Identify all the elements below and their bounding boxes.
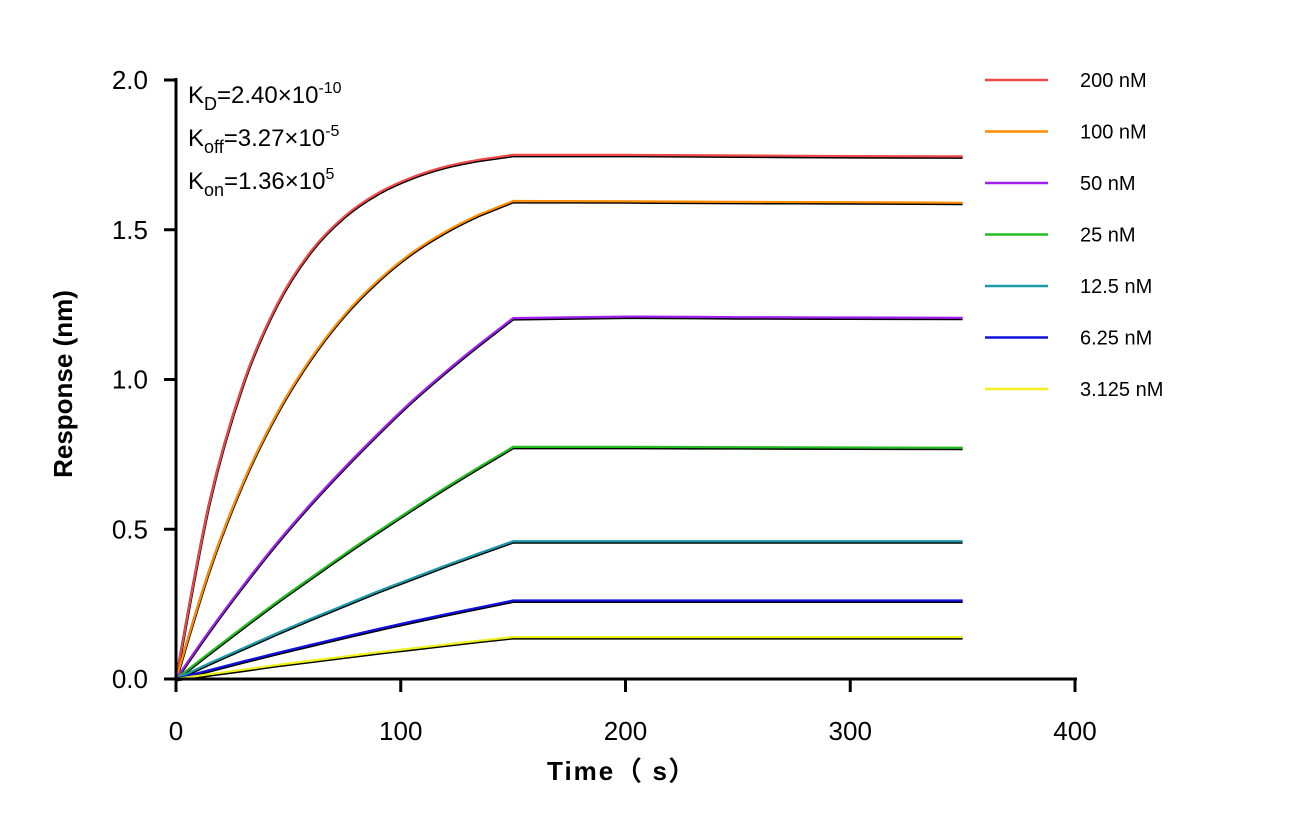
fit-curve	[175, 446, 963, 682]
legend-item: 50 nM	[985, 173, 1136, 195]
kinetic-constant: Kon=1.36×105	[188, 166, 334, 200]
legend-label: 12.5 nM	[1080, 276, 1152, 298]
legend-label: 25 nM	[1080, 225, 1136, 247]
y-tick-label: 1.5	[112, 215, 148, 245]
kinetic-constants: KD=2.40×10-10 Koff=3.27×10-5 Kon=1.36×105	[188, 80, 342, 200]
series-line	[175, 445, 963, 680]
x-tick-label: 300	[829, 716, 872, 746]
fit-curve	[175, 600, 963, 682]
x-tick-label: 100	[379, 716, 422, 746]
series-line	[175, 635, 963, 681]
series-line	[174, 199, 963, 680]
x-axis-label: Time（ s）	[547, 756, 697, 786]
series-line	[174, 153, 963, 680]
legend-item: 200 nM	[985, 70, 1147, 92]
fit-curve	[175, 636, 963, 682]
legend-item: 3.125 nM	[985, 379, 1163, 401]
legend-label: 3.125 nM	[1080, 379, 1163, 401]
x-tick-label: 400	[1053, 716, 1096, 746]
y-axis-label: Response (nm)	[48, 290, 78, 478]
fit-curve	[175, 540, 963, 682]
legend-label: 100 nM	[1080, 122, 1147, 144]
legend-label: 6.25 nM	[1080, 328, 1152, 350]
legend-item: 12.5 nM	[985, 276, 1152, 298]
x-tick-label: 200	[604, 716, 647, 746]
y-tick-label: 1.0	[112, 365, 148, 395]
series-line	[175, 315, 963, 680]
series-line	[175, 599, 963, 681]
legend-item: 25 nM	[985, 225, 1136, 247]
legend-item: 6.25 nM	[985, 328, 1152, 350]
legend-item: 100 nM	[985, 122, 1147, 144]
y-tick-label: 0.0	[112, 664, 148, 694]
y-ticks: 0.0 0.5 1.0 1.5 2.0	[112, 65, 176, 694]
legend-label: 200 nM	[1080, 70, 1147, 92]
legend-label: 50 nM	[1080, 173, 1136, 195]
series-line	[175, 540, 963, 680]
y-tick-label: 2.0	[112, 65, 148, 95]
legend: 200 nM 100 nM 50 nM 25 nM 12.5 nM 6.25 nM 3.12…	[985, 70, 1163, 401]
curves	[174, 153, 963, 682]
y-tick-label: 0.5	[112, 514, 148, 544]
kinetic-constant: Koff=3.27×10-5	[188, 123, 339, 157]
x-ticks: 0 100 200 300 400	[169, 679, 1097, 746]
x-tick-label: 0	[169, 716, 183, 746]
kinetic-constant: KD=2.40×10-10	[188, 80, 342, 114]
